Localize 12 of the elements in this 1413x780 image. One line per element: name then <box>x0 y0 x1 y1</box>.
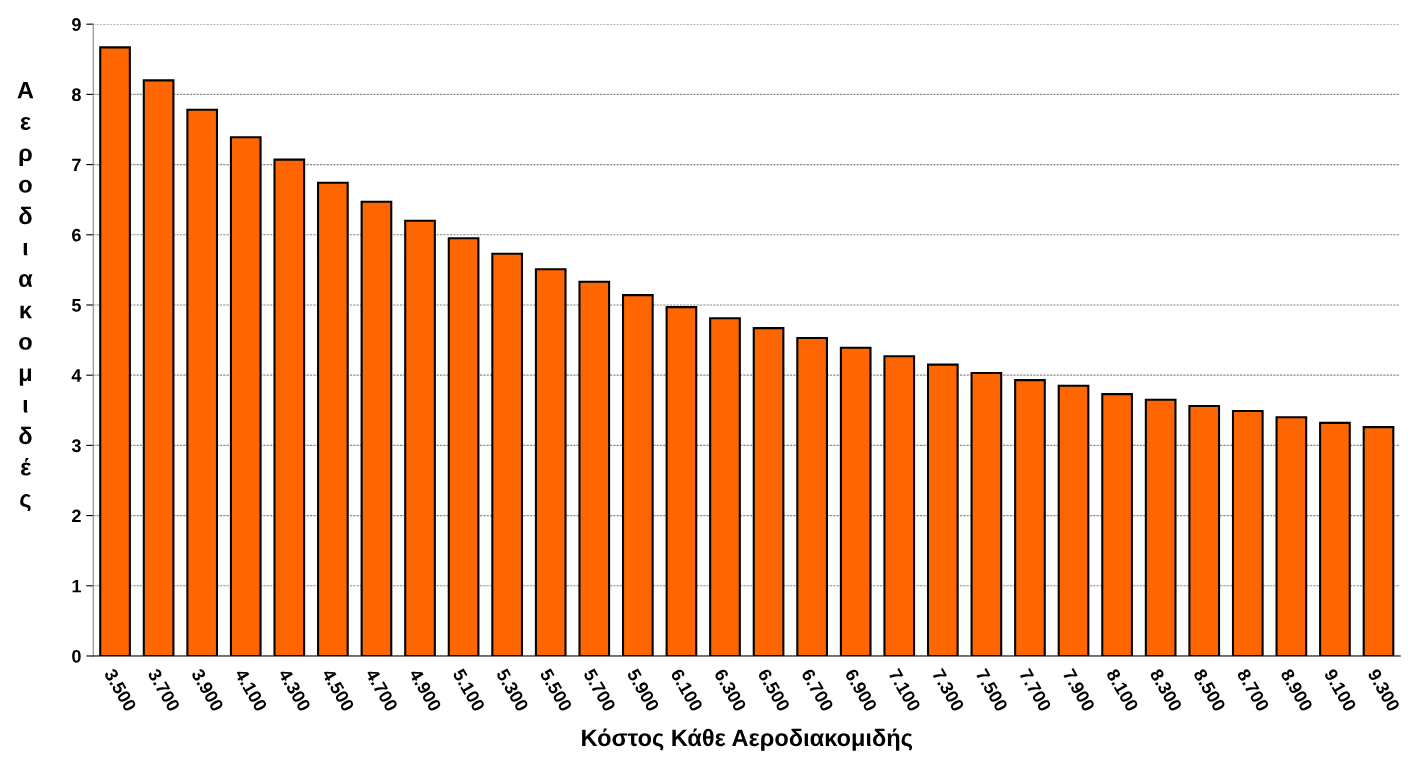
y-tick-label: 8 <box>71 88 81 102</box>
y-tick-label: 9 <box>72 18 81 31</box>
y-tick-label: 7 <box>72 158 81 172</box>
y-tick-label: 3 <box>71 439 81 453</box>
y-tick-label: 0 <box>72 649 81 663</box>
y-tick-label: 5 <box>71 299 81 312</box>
y-tick-label: 2 <box>72 509 81 523</box>
y-tick-label: 6 <box>72 228 81 242</box>
x-axis-title: Κόστος Κάθε Αεροδιακομιδής <box>582 728 913 751</box>
y-tick-label: 4 <box>71 369 82 382</box>
text: Αεροδιακομιδές <box>17 82 34 512</box>
y-tick-label: 1 <box>72 579 81 593</box>
